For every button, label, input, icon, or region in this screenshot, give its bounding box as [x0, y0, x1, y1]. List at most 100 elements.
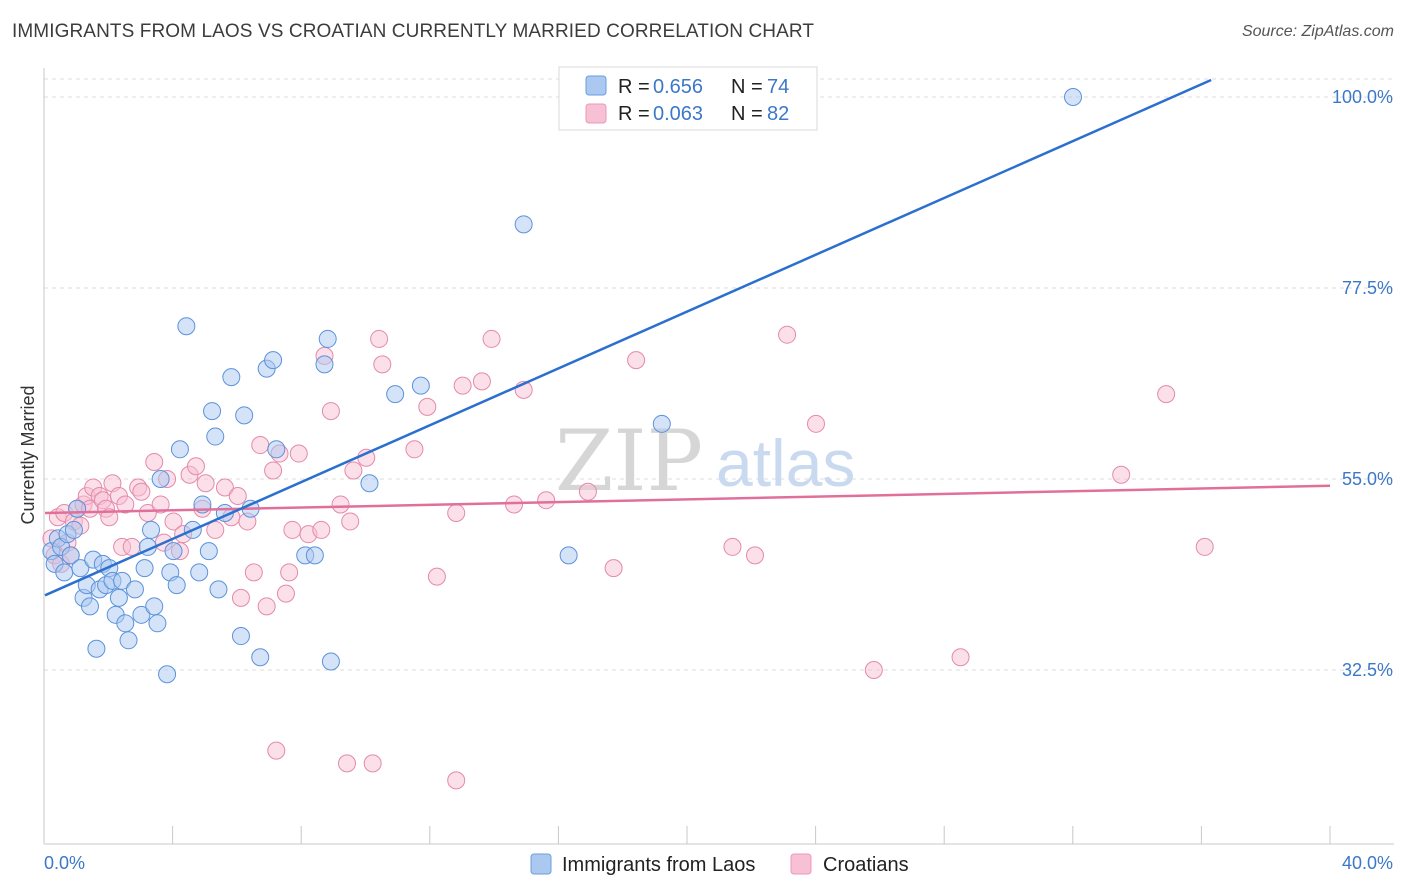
croatians-points [42, 325, 1214, 790]
laos-point-12 [80, 597, 99, 616]
croatians-point-67 [482, 329, 501, 348]
y-tick-label-2: 77.5% [1342, 278, 1393, 298]
series-legend: Immigrants from Laos Croatians [530, 853, 909, 876]
laos-point-65 [652, 414, 671, 433]
croatians-point-78 [864, 661, 883, 679]
laos-point-51 [251, 648, 270, 667]
croatians-point-48 [280, 563, 299, 582]
croatians-point-37 [215, 478, 234, 497]
croatians-point-27 [151, 495, 170, 514]
laos-point-38 [177, 317, 196, 336]
watermark: ZIP atlas [555, 412, 855, 510]
croatians-point-76 [778, 325, 797, 344]
laos-point-40 [190, 563, 209, 582]
axes [43, 68, 1394, 845]
laos-point-47 [222, 368, 241, 387]
laos-point-7 [64, 520, 83, 539]
series-legend-label-laos: Immigrants from Laos [562, 854, 755, 876]
croatians-point-36 [206, 520, 225, 539]
legend-swatch-croatians [585, 103, 607, 124]
croatians-point-39 [228, 486, 247, 505]
laos-point-29 [142, 520, 161, 539]
laos-point-9 [71, 559, 90, 578]
croatians-point-61 [405, 440, 424, 459]
watermark-zip: ZIP [555, 412, 703, 510]
croatians-point-43 [251, 436, 270, 455]
croatians-point-62 [418, 397, 437, 416]
legend-swatch-laos [585, 75, 607, 96]
laos-point-58 [318, 329, 337, 348]
croatians-point-82 [1195, 537, 1214, 556]
laos-point-66 [1064, 88, 1082, 106]
laos-point-32 [151, 470, 170, 488]
laos-point-25 [125, 580, 144, 599]
croatians-point-64 [447, 503, 466, 522]
laos-point-37 [170, 440, 189, 459]
laos-point-63 [514, 215, 533, 234]
croatians-point-17 [100, 508, 119, 527]
watermark-atlas: atlas [716, 426, 855, 500]
laos-point-26 [132, 605, 151, 624]
y-tick-label-3: 100.0% [1332, 87, 1393, 107]
laos-point-57 [315, 355, 334, 374]
x-tick-labels: 0.0% 40.0% [44, 853, 1393, 873]
legend-n-value-croatians: 82 [767, 103, 789, 125]
laos-points [42, 88, 1082, 684]
legend-r-value-croatians: 0.063 [653, 103, 703, 125]
croatians-point-71 [578, 482, 597, 501]
croatians-point-47 [276, 584, 295, 603]
croatians-point-49 [283, 520, 302, 539]
laos-point-44 [206, 427, 225, 446]
y-axis-label: Currently Married [18, 385, 38, 524]
series-legend-label-croatians: Croatians [823, 854, 909, 876]
legend-r-value-laos: 0.656 [653, 76, 703, 98]
laos-point-6 [61, 546, 80, 565]
source-credit: Source: ZipAtlas.com [1241, 23, 1394, 40]
laos-point-21 [109, 588, 128, 607]
legend-r-label-laos: R = [618, 76, 650, 98]
croatians-point-68 [505, 495, 524, 514]
laos-point-49 [235, 406, 254, 425]
laos-point-33 [158, 665, 177, 684]
croatians-point-83 [267, 741, 286, 760]
chart-title: IMMIGRANTS FROM LAOS VS CROATIAN CURRENT… [12, 21, 815, 42]
legend-n-label-laos: N = [731, 76, 763, 98]
croatians-point-55 [331, 495, 350, 514]
croatians-point-45 [264, 461, 283, 480]
laos-point-4 [55, 563, 74, 582]
croatians-point-70 [537, 491, 556, 510]
laos-point-62 [411, 376, 430, 395]
croatians-point-66 [472, 372, 491, 391]
laos-point-8 [68, 499, 87, 518]
croatians-point-33 [186, 457, 205, 476]
laos-point-30 [145, 597, 164, 616]
croatians-point-74 [723, 537, 742, 556]
croatians-point-21 [116, 495, 135, 514]
croatians-point-30 [164, 512, 183, 531]
trendlines [44, 78, 1331, 597]
croatians-point-52 [312, 520, 331, 539]
series-legend-swatch-laos [530, 853, 552, 875]
croatians-point-56 [341, 512, 360, 531]
legend-n-value-laos: 74 [767, 76, 789, 98]
y-tick-label-1: 55.0% [1342, 469, 1393, 489]
laos-point-45 [209, 580, 228, 599]
laos-point-61 [386, 385, 405, 404]
x-tick-label-1: 40.0% [1342, 853, 1393, 873]
croatians-point-40 [231, 588, 250, 607]
legend-n-label-croatians: N = [731, 103, 763, 125]
croatians-point-73 [627, 351, 646, 370]
laos-point-31 [148, 614, 167, 633]
correlation-legend: R = 0.656 N = 74 R = 0.063 N = 82 [558, 66, 818, 131]
laos-point-27 [135, 559, 154, 578]
x-tick-label-0: 0.0% [44, 853, 85, 873]
croatians-point-79 [951, 648, 970, 667]
croatians-point-84 [337, 754, 356, 773]
croatians-point-75 [745, 546, 764, 565]
laos-point-64 [559, 546, 578, 565]
series-legend-swatch-croatians [790, 853, 812, 875]
laos-point-54 [267, 440, 286, 459]
laos-point-42 [199, 542, 218, 561]
laos-point-14 [87, 639, 106, 658]
